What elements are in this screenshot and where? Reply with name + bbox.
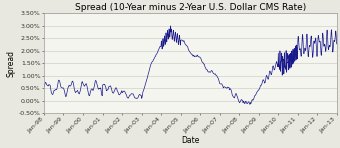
X-axis label: Date: Date <box>181 136 200 145</box>
Title: Spread (10-Year minus 2-Year U.S. Dollar CMS Rate): Spread (10-Year minus 2-Year U.S. Dollar… <box>75 3 306 12</box>
Y-axis label: Spread: Spread <box>7 50 16 77</box>
